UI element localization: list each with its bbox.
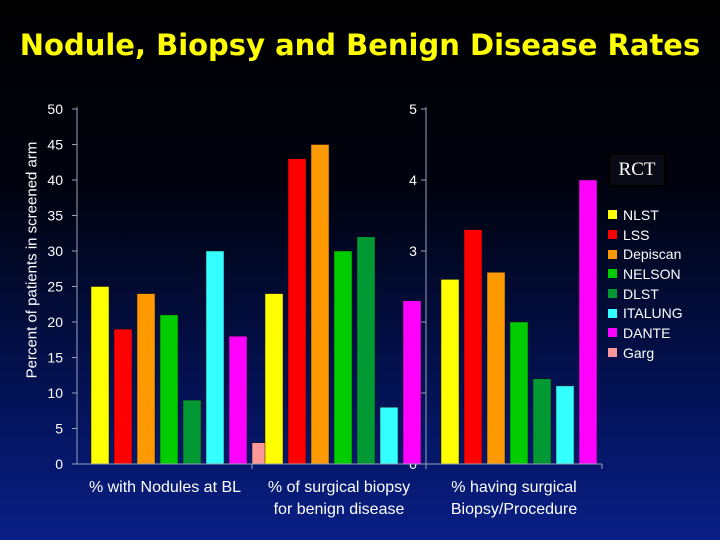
- bar-italung: [205, 250, 225, 465]
- bar-nelson: [333, 250, 353, 465]
- legend-swatch: [608, 308, 617, 318]
- legend-item-nlst: NLST: [608, 205, 683, 225]
- legend-swatch: [608, 289, 617, 299]
- left-tick-label: 15: [47, 350, 63, 366]
- left-tick-label: 30: [47, 243, 63, 259]
- legend-item-dlst: DLST: [608, 284, 683, 304]
- legend-label: DLST: [623, 285, 659, 302]
- left-tick-label: 25: [47, 279, 63, 295]
- bar-dlst: [356, 236, 376, 465]
- left-tick-label: 50: [47, 101, 63, 117]
- right-tick-label: 3: [409, 243, 417, 259]
- legend-label: LSS: [623, 226, 650, 243]
- legend-label: ITALUNG: [623, 305, 683, 322]
- legend-item-dante: DANTE: [608, 323, 683, 343]
- left-tick-label: 0: [55, 456, 63, 472]
- category-label: % having surgical Biopsy/Procedure: [450, 479, 578, 518]
- legend-swatch: [608, 348, 617, 358]
- legend-swatch: [608, 230, 617, 240]
- bar-dlst: [532, 378, 552, 465]
- bar-dante: [228, 335, 248, 465]
- bar-italung: [555, 385, 575, 465]
- category-label: % of surgical biopsy for benign disease: [267, 479, 411, 518]
- left-tick-label: 10: [47, 385, 63, 401]
- left-tick-label: 5: [55, 421, 63, 437]
- legend-swatch: [608, 210, 617, 220]
- legend-label: NELSON: [623, 265, 681, 282]
- bar-dlst: [182, 399, 202, 465]
- bar-depiscan: [310, 144, 330, 465]
- bar-nlst: [440, 279, 460, 465]
- legend-item-italung: ITALUNG: [608, 303, 683, 323]
- bar-lss: [287, 158, 307, 465]
- bar-nlst: [90, 286, 110, 465]
- rct-annotation: RCT: [608, 153, 666, 187]
- right-tick-label: 4: [409, 172, 417, 188]
- bar-lss: [113, 328, 133, 465]
- legend: NLST LSS Depiscan NELSON DLST ITALUNG DANTE Gar…: [608, 205, 683, 363]
- bar-italung: [379, 406, 399, 465]
- legend-item-garg: Garg: [608, 343, 683, 363]
- bar-nelson: [509, 321, 529, 465]
- right-tick-label: 5: [409, 101, 417, 117]
- left-tick-label: 35: [47, 208, 63, 224]
- left-tick-label: 45: [47, 137, 63, 153]
- chart-title: Nodule, Biopsy and Benign Disease Rates: [19, 28, 701, 62]
- bar-dante: [578, 179, 598, 465]
- legend-item-lss: LSS: [608, 225, 683, 245]
- legend-item-nelson: NELSON: [608, 264, 683, 284]
- bar-nlst: [264, 293, 284, 465]
- category-label: % with Nodules at BL: [88, 479, 242, 496]
- left-tick-label: 40: [47, 172, 63, 188]
- legend-swatch: [608, 328, 617, 338]
- legend-swatch: [608, 269, 617, 279]
- bar-nelson: [159, 314, 179, 465]
- legend-label: NLST: [623, 206, 659, 223]
- left-tick-label: 20: [47, 314, 63, 330]
- legend-label: Depiscan: [623, 246, 682, 263]
- bar-dante: [402, 300, 422, 465]
- legend-label: Garg: [623, 344, 655, 361]
- legend-label: DANTE: [623, 324, 671, 341]
- legend-swatch: [608, 249, 617, 259]
- bar-depiscan: [136, 293, 156, 465]
- legend-item-depiscan: Depiscan: [608, 244, 683, 264]
- bar-depiscan: [486, 272, 506, 465]
- bar-lss: [463, 229, 483, 465]
